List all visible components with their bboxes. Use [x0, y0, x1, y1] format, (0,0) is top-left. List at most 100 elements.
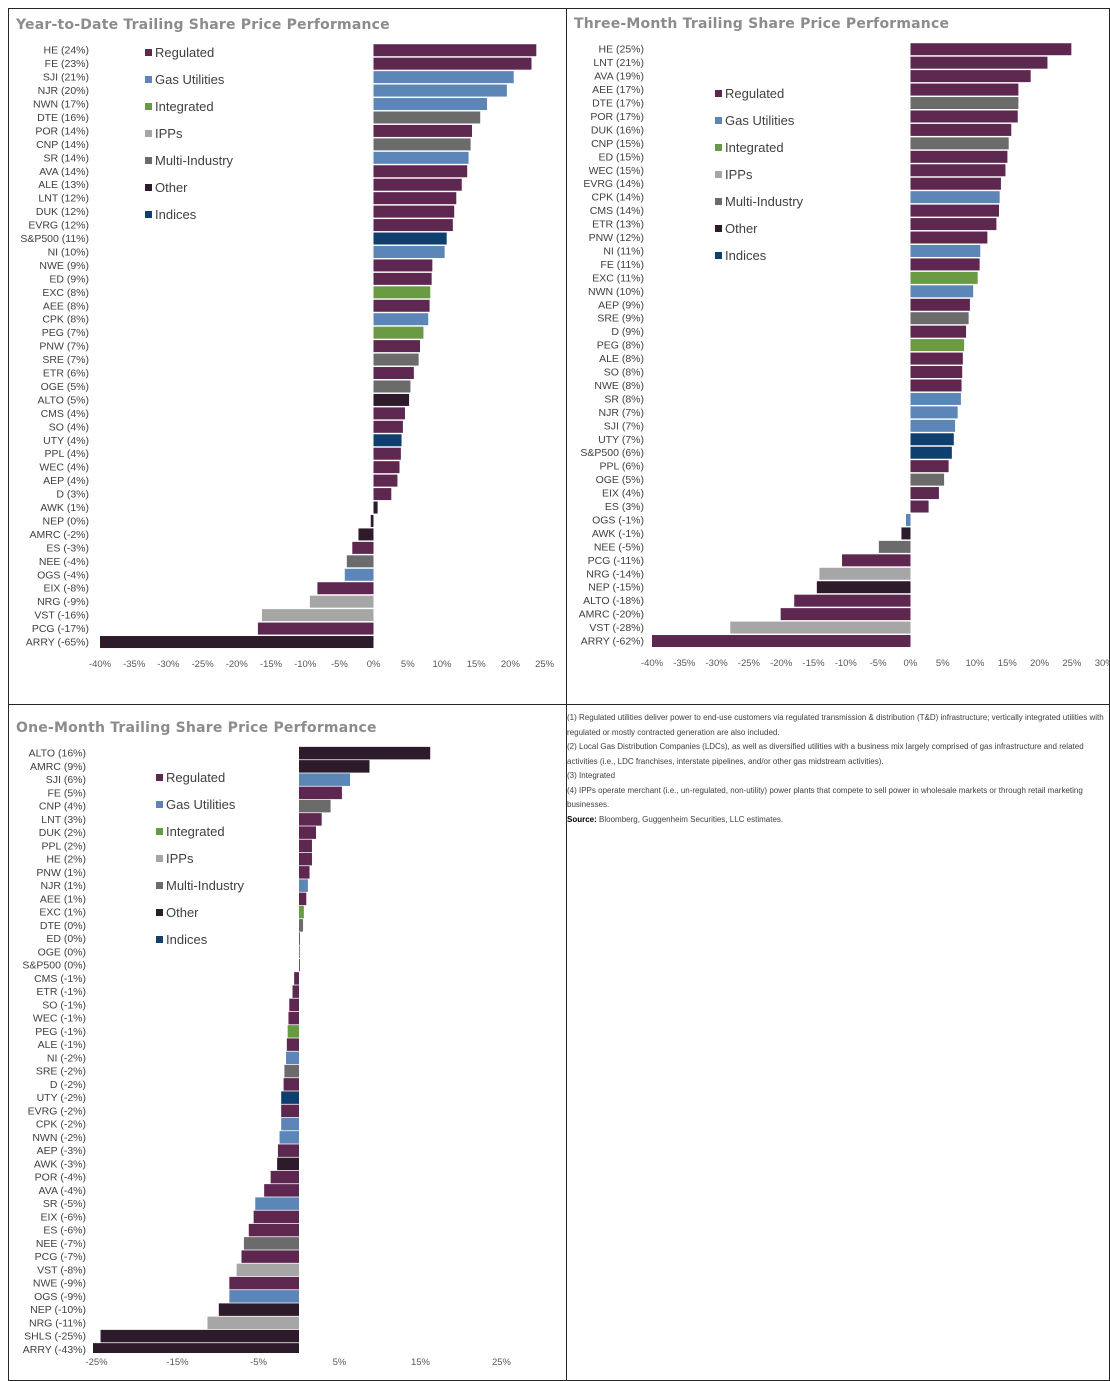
legend-label: Multi-Industry: [725, 194, 804, 209]
one-month-category-label: ARRY (-43%): [23, 1344, 86, 1356]
ytd-bar-duk-12: [373, 205, 455, 218]
three-month-category-label: AWK (-1%): [592, 528, 644, 540]
three-month-x-tick-label: 20%: [1030, 658, 1050, 669]
one-month-legend-item-regulated: Regulated: [156, 770, 225, 786]
ytd-category-label: CMS (4%): [41, 408, 89, 420]
one-month-bar-por-4: [270, 1170, 299, 1184]
ytd-legend-item-integrated: Integrated: [145, 99, 214, 115]
one-month-category-label: NEE (-7%): [36, 1238, 86, 1250]
three-month-x-tick-label: -25%: [738, 658, 761, 669]
three-month-category-label: NWE (8%): [594, 380, 644, 392]
one-month-bar-so-1: [289, 998, 299, 1012]
one-month-category-label: AVA (-4%): [39, 1185, 86, 1197]
three-month-x-tick-label: 30%: [1095, 658, 1110, 669]
one-month-x-tick-label: 15%: [411, 1357, 431, 1368]
one-month-category-label: EIX (-6%): [40, 1211, 86, 1223]
three-month-chart: HE (25%)LNT (21%) AVA (19%)AEE (17%) DTE (…: [579, 43, 1110, 669]
three-month-category-label: NRG (-14%): [586, 568, 644, 580]
legend-label: Gas Utilities: [725, 113, 795, 128]
ytd-bar-aep-4: [373, 474, 398, 487]
ytd-chart-title: Year-to-Date Trailing Share Price Perfor…: [16, 17, 390, 33]
three-month-bar-lnt-21: [910, 56, 1048, 69]
one-month-bar-pnw-1: [299, 866, 310, 879]
one-month-bar-ava-4: [264, 1184, 299, 1197]
ytd-bar-eix-8: [317, 582, 374, 595]
one-month-category-label: UTY (-2%): [37, 1092, 86, 1104]
three-month-category-label: DUK (16%): [591, 124, 644, 136]
ytd-category-label: POR (14%): [35, 125, 89, 137]
one-month-category-label: EXC (1%): [39, 907, 86, 919]
three-month-bar-arry-62: [652, 635, 911, 648]
one-month-bar-es-6: [248, 1223, 299, 1237]
ytd-bar-uty-4: [373, 434, 402, 447]
three-month-bar-he-25: [910, 43, 1072, 56]
three-month-category-label: EXC (11%): [592, 272, 644, 284]
one-month-bar-sr-5: [255, 1197, 299, 1210]
ytd-x-tick-label: -25%: [192, 659, 215, 670]
three-month-legend-item-indices: Indices: [715, 248, 766, 264]
ytd-bar-njr-20: [373, 84, 507, 97]
three-month-category-label: PEG (8%): [597, 340, 644, 352]
one-month-bar-uty-2: [281, 1091, 299, 1104]
ytd-bar-alto-5: [373, 393, 410, 406]
ytd-category-label: ARRY (-65%): [26, 637, 89, 649]
three-month-category-label: AMRC (-20%): [579, 609, 644, 621]
ytd-category-label: ALE (13%): [38, 179, 89, 191]
ytd-category-label: NWE (9%): [39, 260, 89, 272]
legend-swatch: [145, 211, 152, 219]
three-month-category-label: PPL (6%): [599, 461, 644, 473]
footnote-4: (4) IPPs operate merchant (i.e., un-regu…: [567, 785, 1083, 810]
ytd-category-label: NWN (17%): [33, 99, 89, 111]
one-month-bar-sji-6: [299, 773, 351, 786]
three-month-category-label: PCG (-11%): [588, 555, 644, 567]
one-month-legend-item-multi-industry: Multi-Industry: [156, 878, 244, 894]
one-month-category-label: ETR (-1%): [36, 986, 86, 998]
legend-label: Gas Utilities: [155, 72, 225, 87]
ytd-bar-amrc-2: [358, 528, 374, 541]
ytd-category-label: SR (14%): [43, 152, 89, 164]
ytd-bar-nep-0: [370, 514, 374, 527]
legend-label: Regulated: [725, 86, 785, 101]
three-month-chart-title: Three-Month Trailing Share Price Perform…: [574, 16, 950, 32]
source-text: Bloomberg, Guggenheim Securities, LLC es…: [596, 814, 784, 824]
legend-swatch: [156, 882, 163, 890]
ytd-category-label: AMRC (-2%): [30, 529, 90, 541]
ytd-bar-por-14: [373, 124, 472, 137]
legend-label: Gas Utilities: [166, 797, 236, 812]
three-month-bar-amrc-20: [780, 608, 911, 621]
three-month-bar-s-p500-6: [910, 446, 952, 459]
legend-label: Integrated: [166, 824, 225, 839]
ytd-category-label: EXC (8%): [42, 287, 89, 299]
one-month-bar-cms-1: [294, 972, 299, 985]
ytd-category-label: NRG (-9%): [37, 596, 89, 608]
one-month-category-label: DUK (2%): [39, 827, 86, 839]
three-month-legend-item-gas-utilities: Gas Utilities: [715, 113, 794, 129]
three-month-category-label: NI (11%): [603, 245, 644, 257]
three-month-bar-cnp-15: [910, 137, 1009, 150]
ytd-bar-cnp-14: [373, 138, 471, 151]
ytd-bar-sre-7: [373, 353, 419, 366]
three-month-category-label: OGE (5%): [596, 474, 644, 486]
ytd-panel: Year-to-Date Trailing Share Price Perfor…: [8, 8, 566, 704]
ytd-bar-cms-4: [373, 407, 405, 420]
three-month-bar-fe-11: [910, 258, 980, 271]
three-month-category-label: SO (8%): [604, 367, 644, 379]
one-month-bar-eix-6: [253, 1210, 299, 1224]
ytd-legend-item-gas-utilities: Gas Utilities: [145, 72, 224, 88]
three-month-category-label: AEP (9%): [598, 299, 644, 311]
three-month-bar-pcg-11: [842, 554, 911, 567]
one-month-bar-ogs-9: [229, 1290, 299, 1303]
one-month-category-label: POR (-4%): [35, 1172, 86, 1184]
one-month-bar-fe-5: [299, 786, 342, 800]
ytd-bar-fe-23: [373, 57, 532, 70]
one-month-bar-sre-2: [284, 1064, 299, 1078]
ytd-category-label: PPL (4%): [44, 448, 89, 460]
ytd-bar-vst-16: [262, 609, 374, 622]
ytd-bar-peg-7: [373, 326, 424, 339]
ytd-category-label: ES (-3%): [46, 542, 89, 554]
ytd-category-label: DTE (16%): [37, 112, 89, 124]
one-month-category-label: PNW (1%): [36, 867, 86, 879]
ytd-legend-item-indices: Indices: [145, 207, 196, 223]
one-month-panel: One-Month Trailing Share Price Performan…: [8, 705, 566, 1381]
three-month-bar-evrg-14: [910, 177, 1001, 190]
